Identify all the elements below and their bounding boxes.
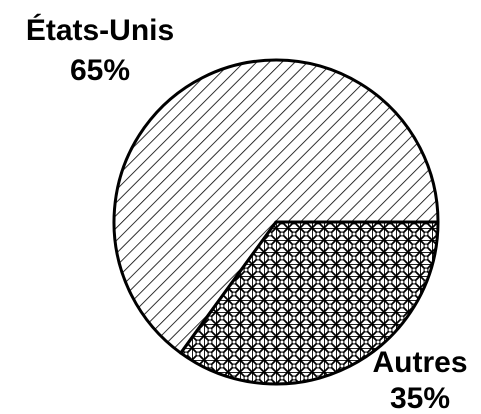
value-label: 65% (70, 54, 130, 87)
pie-slice (112, 58, 440, 355)
category-label: Autres (372, 346, 467, 379)
category-label: États-Unis (26, 13, 174, 47)
value-label: 35% (390, 382, 450, 414)
pie-slice (179, 220, 440, 386)
